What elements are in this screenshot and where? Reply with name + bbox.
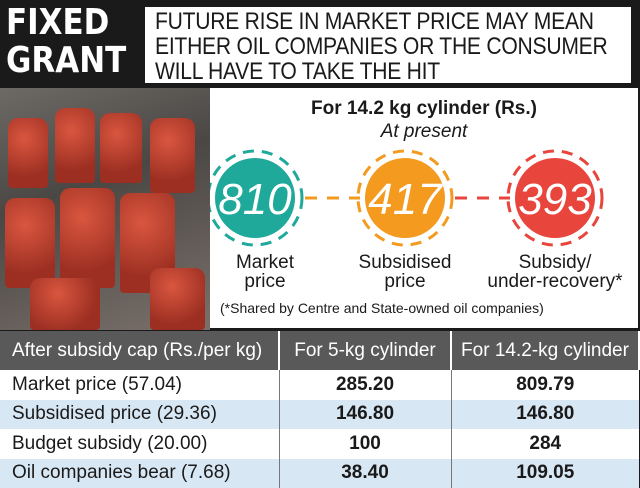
- circle-value: 810: [218, 175, 292, 224]
- circle-value: 393: [518, 175, 592, 224]
- subsidy-table: After subsidy cap (Rs./per kg) For 5-kg …: [0, 331, 640, 488]
- panel-title: For 14.2 kg cylinder (Rs.): [311, 98, 537, 119]
- panel-subtitle: At present: [380, 121, 468, 142]
- label-subsidy: Subsidy/under-recovery*: [487, 252, 623, 292]
- column-header: For 5-kg cylinder: [278, 331, 452, 370]
- info-panel: For 14.2 kg cylinder (Rs.) At present 81…: [210, 88, 638, 328]
- column-header: After subsidy cap (Rs./per kg): [0, 331, 280, 370]
- table-header: After subsidy cap (Rs./per kg) For 5-kg …: [0, 331, 640, 370]
- price-circles: 810 417 393: [210, 149, 604, 247]
- table-row: Budget subsidy (20.00) 100 284: [0, 429, 639, 459]
- dashed-ring: [506, 149, 604, 247]
- label-market-price: Market price: [235, 252, 295, 292]
- dashed-ring: [210, 149, 304, 247]
- gas-cylinders-photo: [0, 88, 210, 330]
- column-header: For 14.2-kg cylinder: [450, 331, 640, 370]
- value-circle: [365, 158, 445, 238]
- table-row: Market price (57.04) 285.20 809.79: [0, 370, 639, 400]
- footnote: (*Shared by Centre and State-owned oil c…: [220, 300, 544, 316]
- circle-value: 417: [368, 175, 443, 224]
- headline-line: WILL HAVE TO TAKE THE HIT: [155, 58, 440, 85]
- headline-line: EITHER OIL COMPANIES OR THE CONSUMER: [155, 33, 608, 60]
- table-row: Oil companies bear (7.68) 38.40 109.05: [0, 458, 639, 488]
- value-circle: [515, 158, 595, 238]
- kicker-line: GRANT: [6, 40, 127, 81]
- label-subsidised-price: Subsidised price: [358, 252, 452, 292]
- headline: FUTURE RISE IN MARKET PRICE MAY MEAN EIT…: [143, 5, 633, 85]
- dashed-ring: [356, 149, 454, 247]
- kicker-line: FIXED: [6, 2, 110, 43]
- value-circle: [215, 158, 295, 238]
- kicker-title: FIXED GRANT: [6, 2, 127, 81]
- table-row: Subsidised price (29.36) 146.80 146.80: [0, 399, 639, 429]
- headline-line: FUTURE RISE IN MARKET PRICE MAY MEAN: [155, 8, 594, 35]
